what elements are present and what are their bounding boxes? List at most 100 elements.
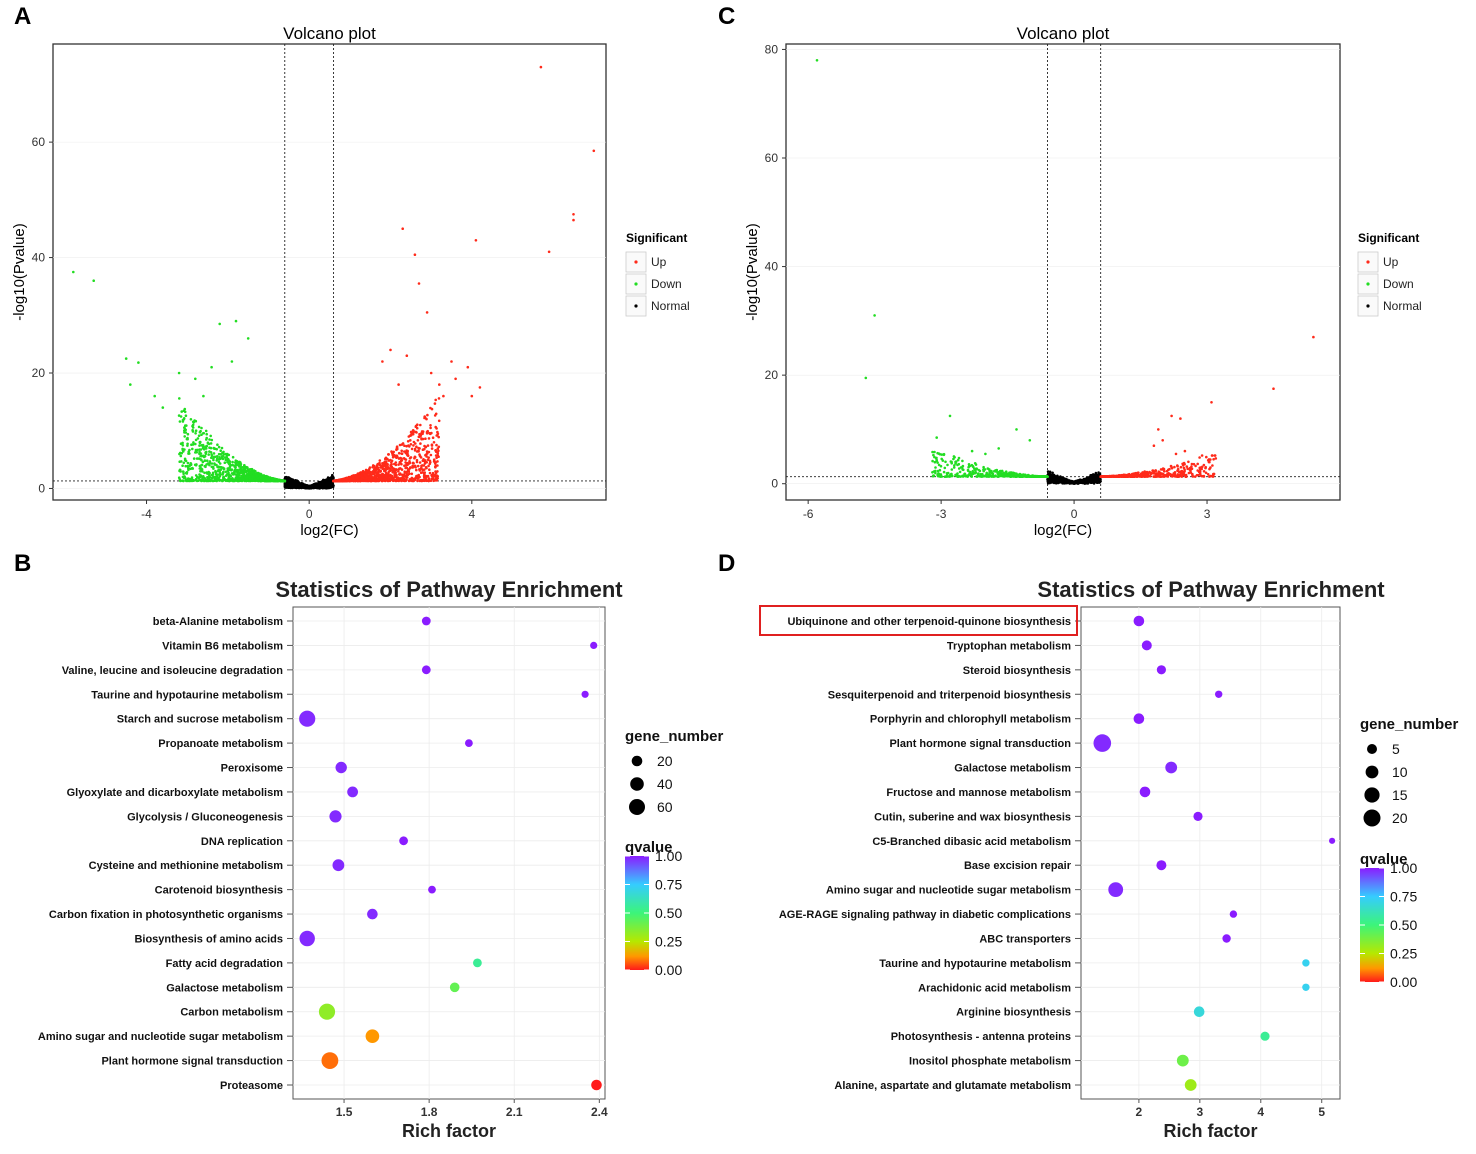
up-point	[436, 464, 439, 467]
up-point	[420, 432, 424, 436]
down-point	[203, 459, 207, 462]
up-point	[423, 473, 426, 477]
up-outlier-point	[547, 250, 551, 254]
up-point	[389, 473, 392, 477]
up-point	[365, 479, 368, 483]
down-point	[191, 447, 194, 451]
down-outlier-point	[161, 406, 165, 409]
up-point	[399, 456, 402, 460]
down-point	[205, 471, 208, 474]
down-point	[187, 477, 191, 481]
down-point	[227, 475, 231, 479]
up-point	[409, 439, 412, 442]
up-outlier-point	[539, 65, 543, 69]
up-point	[383, 464, 387, 468]
up-point	[395, 455, 399, 458]
up-point	[434, 412, 438, 416]
up-point	[378, 459, 382, 462]
normal-point	[1047, 472, 1050, 476]
down-point	[240, 477, 244, 480]
down-point	[232, 471, 236, 474]
legend-label: Down	[651, 277, 682, 291]
up-point	[404, 458, 408, 461]
up-point	[421, 471, 424, 474]
up-point	[432, 460, 436, 463]
up-point	[428, 431, 431, 435]
up-outlier-point	[381, 360, 384, 363]
up-point	[400, 459, 404, 462]
normal-point	[324, 484, 327, 488]
up-point	[417, 435, 421, 439]
down-point	[219, 449, 222, 453]
up-point	[372, 476, 375, 479]
up-point	[410, 447, 414, 451]
normal-point	[1054, 480, 1058, 483]
down-point	[210, 476, 214, 480]
up-point	[413, 455, 417, 459]
up-point	[426, 444, 430, 447]
down-point	[188, 452, 191, 455]
down-outlier-point	[72, 270, 75, 274]
down-outlier-point	[124, 357, 128, 360]
normal-point	[298, 486, 301, 490]
down-point	[181, 464, 184, 468]
down-point	[221, 478, 225, 482]
up-point	[357, 479, 360, 482]
up-point	[402, 477, 406, 481]
down-point	[222, 470, 225, 474]
up-point	[432, 473, 435, 476]
down-point	[220, 446, 224, 450]
up-point	[338, 478, 342, 482]
down-point	[220, 466, 223, 469]
down-point	[204, 429, 208, 433]
down-point	[250, 479, 253, 482]
down-point	[228, 468, 232, 472]
normal-point	[1096, 480, 1100, 484]
y-tick-label: 60	[32, 135, 46, 149]
down-point	[200, 426, 203, 430]
down-point	[195, 463, 198, 466]
up-point	[420, 466, 423, 470]
down-point	[225, 473, 229, 476]
points	[72, 65, 596, 490]
down-point	[229, 478, 233, 482]
up-point	[386, 463, 389, 467]
down-point	[233, 468, 237, 471]
down-outlier-point	[137, 361, 140, 364]
down-point	[205, 436, 208, 440]
down-point	[235, 463, 239, 467]
down-point	[181, 444, 185, 447]
down-point	[237, 478, 240, 481]
up-point	[418, 432, 421, 436]
up-point	[429, 406, 432, 410]
up-point	[409, 466, 412, 470]
down-point	[260, 474, 264, 477]
down-point	[228, 466, 231, 469]
up-point	[430, 443, 434, 447]
down-point	[231, 460, 234, 464]
down-point	[184, 431, 188, 434]
down-point	[212, 455, 216, 459]
up-point	[436, 475, 440, 478]
normal-point	[1062, 478, 1066, 482]
legend-title: Significant	[626, 231, 687, 245]
normal-point	[286, 479, 290, 483]
up-point	[436, 460, 439, 463]
up-point	[408, 460, 411, 463]
down-point	[201, 446, 205, 450]
up-point	[427, 464, 430, 468]
up-point	[421, 459, 425, 463]
y-tick-label: 40	[32, 251, 46, 265]
up-point	[425, 455, 428, 458]
up-point	[400, 477, 403, 480]
up-point	[413, 464, 417, 468]
down-point	[224, 456, 227, 459]
up-point	[368, 470, 371, 474]
up-point	[391, 470, 395, 474]
down-point	[190, 443, 193, 447]
down-point	[245, 466, 249, 469]
up-outlier-point	[442, 394, 445, 398]
up-point	[391, 455, 395, 459]
normal-point	[1088, 476, 1091, 480]
